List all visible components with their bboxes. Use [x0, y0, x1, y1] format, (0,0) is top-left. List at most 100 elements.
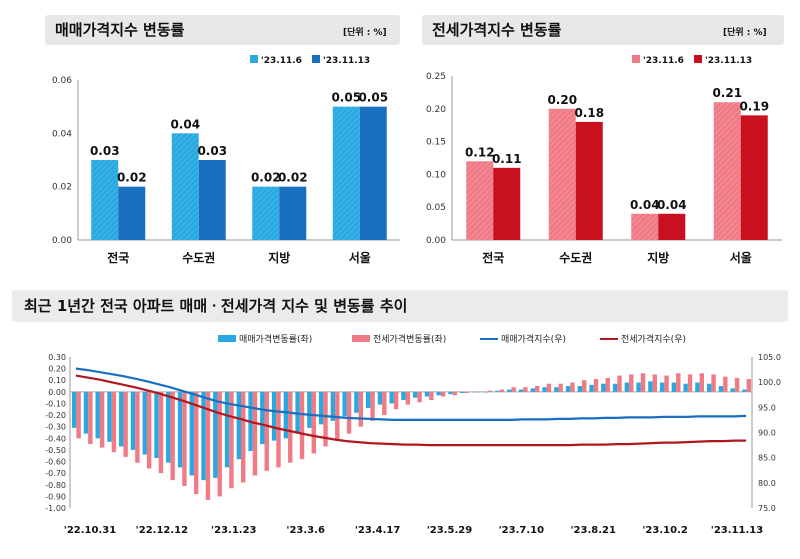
trend-x-label: '22.10.31	[64, 525, 116, 536]
trend-bar	[636, 382, 641, 392]
trend-bar	[730, 388, 735, 392]
trend-right-tick-label: 80.0	[758, 479, 776, 488]
trend-bar	[495, 390, 500, 392]
trend-bar	[142, 391, 147, 455]
trend-bar	[565, 386, 571, 392]
panel1-ytick-label: 0.00	[426, 236, 446, 246]
trend-bar	[166, 391, 171, 463]
panel1-bar	[631, 213, 659, 240]
panel1-legend-swatch	[694, 55, 702, 63]
trend-bar	[570, 382, 575, 392]
trend-bar	[130, 391, 136, 450]
trend-bar	[436, 391, 441, 396]
trend-bar	[471, 391, 477, 393]
trend-right-tick-label: 90.0	[758, 429, 776, 438]
trend-bar	[182, 391, 187, 486]
panel1-bar-data-label: 0.04	[657, 198, 687, 212]
trend-bar	[659, 382, 665, 392]
panel1-bar-data-label: 0.11	[492, 152, 522, 166]
trend-left-tick-label: 0.30	[48, 353, 66, 362]
trend-bar	[382, 391, 387, 416]
trend-bar	[189, 391, 194, 476]
panel1-bar-data-label: 0.21	[712, 86, 742, 100]
trend-x-label: '23.10.2	[642, 525, 687, 536]
trend-bar	[542, 387, 547, 392]
trend-bar	[460, 391, 465, 394]
panel1-category-label: 수도권	[559, 251, 592, 265]
panel1-ytick-label: 0.10	[426, 170, 446, 180]
trend-x-label: '23.4.17	[355, 525, 400, 536]
panel1-bar-data-label: 0.04	[630, 198, 660, 212]
trend-bar	[429, 391, 434, 400]
trend-bar	[448, 391, 453, 395]
trend-right-tick-label: 95.0	[758, 403, 776, 412]
trend-bar	[664, 375, 669, 392]
panel0-bar	[332, 106, 360, 241]
trend-left-tick-label: 0.20	[48, 365, 66, 374]
panel0-bar	[91, 160, 119, 240]
panel1-bar	[740, 115, 768, 240]
panel1-category-label: 지방	[647, 250, 669, 265]
trend-bar	[699, 373, 705, 392]
trend-bar	[687, 374, 693, 392]
trend-bar	[393, 391, 399, 410]
panel0-legend-swatch	[312, 55, 320, 63]
panel0-category-label: 전국	[107, 250, 129, 265]
panel0-bar	[252, 186, 280, 240]
trend-bar	[229, 391, 234, 489]
panel1-legend-label: '23.11.6	[643, 56, 684, 66]
trend-bar	[323, 391, 328, 447]
trend-line-0	[75, 367, 747, 421]
panel1-bar	[548, 108, 576, 240]
trend-bar	[95, 391, 100, 439]
panel1-bar-data-label: 0.19	[739, 99, 769, 113]
panel1-ytick-label: 0.20	[426, 105, 446, 115]
trend-left-tick-label: 0.10	[48, 376, 66, 385]
panel1-legend-swatch	[632, 55, 640, 63]
trend-bar	[487, 390, 493, 392]
trend-bar	[640, 373, 646, 392]
trend-legend-swatch	[218, 335, 236, 342]
panel1-bar	[466, 161, 494, 240]
trend-bar	[299, 391, 305, 460]
trend-legend-label: 전세가격지수(우)	[621, 333, 686, 345]
trend-x-label: '23.7.10	[499, 525, 544, 536]
trend-x-label: '23.1.23	[211, 525, 256, 536]
trend-bar	[464, 391, 469, 394]
trend-bar	[72, 391, 77, 428]
trend-bar	[723, 376, 728, 392]
panel1-bar	[575, 121, 603, 240]
trend-bar	[546, 383, 552, 392]
trend-section-title: 최근 1년간 전국 아파트 매매ㆍ전세가격 지수 및 변동률 추이	[12, 290, 788, 322]
trend-bar	[612, 383, 618, 392]
trend-bar	[742, 389, 747, 392]
panel1-bar	[658, 213, 686, 240]
panel0-legend-label: '23.11.6	[261, 56, 302, 66]
trend-x-label: '23.5.29	[427, 525, 472, 536]
trend-bar	[107, 391, 112, 442]
trend-x-label: '23.11.13	[711, 525, 763, 536]
trend-bar	[483, 391, 488, 393]
trend-bar	[283, 391, 289, 439]
trend-right-tick-label: 100.0	[758, 378, 781, 387]
trend-left-tick-label: -0.70	[45, 469, 66, 478]
trend-bar	[260, 391, 265, 445]
trend-bar	[154, 391, 159, 459]
sale-unit-label: [단위 : %]	[343, 28, 387, 38]
panel0-bar-data-label: 0.03	[197, 144, 227, 158]
trend-bar	[499, 389, 505, 392]
trend-bar	[734, 377, 740, 392]
panel1-legend-label: '23.11.13	[705, 56, 752, 66]
trend-bar	[241, 391, 246, 483]
panel1-bar-data-label: 0.20	[547, 93, 577, 107]
trend-bar	[342, 391, 347, 417]
panel0-bar	[359, 106, 387, 241]
trend-bar	[271, 391, 277, 441]
trend-legend-label: 전세가격변동률(좌)	[373, 333, 446, 345]
trend-bar	[354, 391, 359, 413]
trend-left-tick-label: -0.10	[45, 399, 66, 408]
trend-bar	[224, 391, 230, 468]
panel0-legend-swatch	[250, 55, 258, 63]
trend-legend-label: 매매가격변동률(좌)	[239, 333, 312, 345]
